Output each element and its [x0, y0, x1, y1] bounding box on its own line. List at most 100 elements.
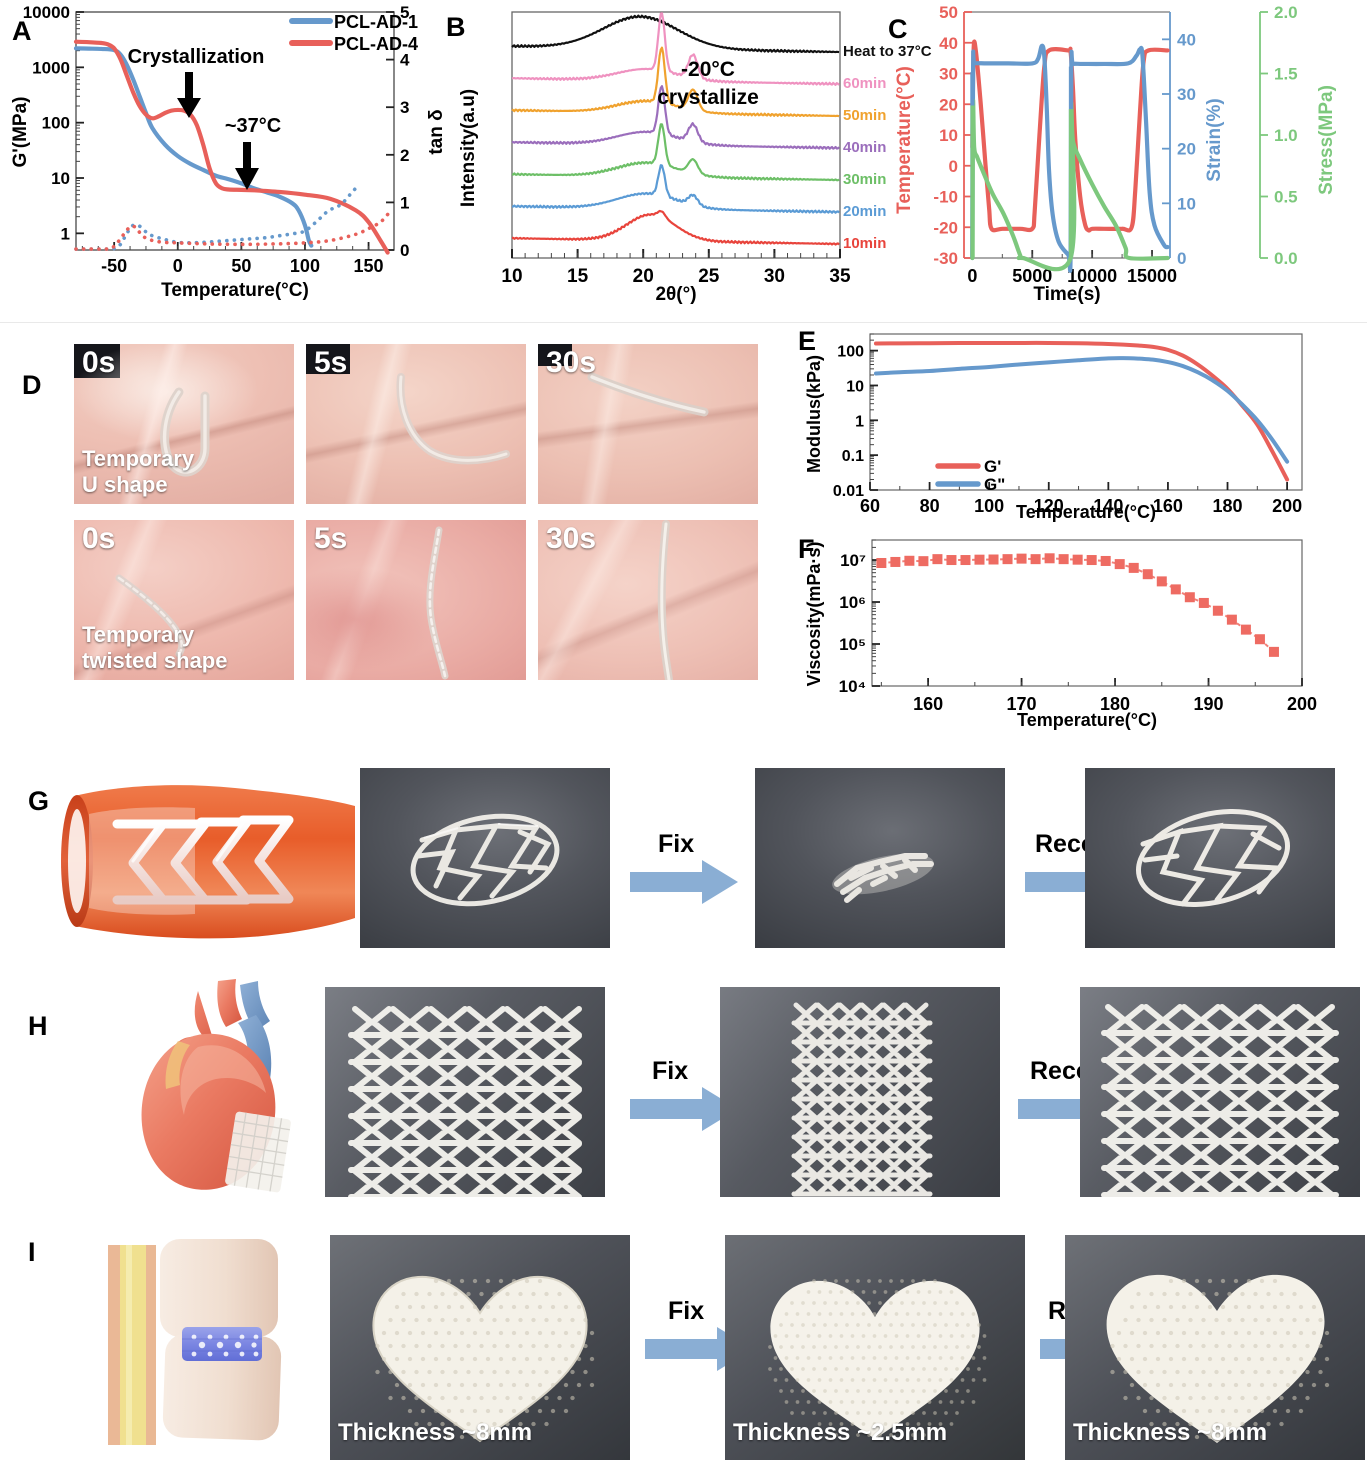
svg-text:PCL-AD-1: PCL-AD-1	[334, 12, 418, 32]
panel-g-arrow-fix	[630, 860, 738, 904]
svg-text:0.0: 0.0	[1274, 249, 1298, 268]
svg-text:10: 10	[1177, 194, 1196, 213]
artery-stent-illustration	[61, 785, 355, 939]
panel-d: D 0s Temporary U shape 5s 30s	[0, 330, 790, 725]
panel-h-photo-recovered	[1080, 987, 1360, 1197]
panel-d-photo-5s-u: 5s	[306, 344, 526, 504]
svg-text:190: 190	[1193, 694, 1223, 714]
heart-patch-illustration	[141, 979, 291, 1193]
svg-text:160: 160	[913, 694, 943, 714]
panel-c-chart: 50 40 30 20 10 0 -10 -20 -30 40 30 20 10 0 2.0 1.5 1.0 0.…	[894, 3, 1337, 305]
svg-text:-20: -20	[933, 218, 958, 237]
panel-a-label: A	[12, 16, 32, 46]
svg-text:1: 1	[855, 413, 864, 430]
svg-text:30: 30	[1177, 85, 1196, 104]
svg-text:5: 5	[400, 3, 409, 22]
spine-disc-illustration	[108, 1239, 282, 1445]
svg-text:30: 30	[939, 65, 958, 84]
svg-text:G'(MPa): G'(MPa)	[10, 96, 31, 167]
svg-text:80: 80	[920, 496, 940, 516]
svg-text:50min: 50min	[843, 107, 886, 124]
svg-text:20: 20	[939, 95, 958, 114]
svg-text:1: 1	[400, 193, 409, 212]
panel-h-arrow-fix	[630, 1087, 738, 1131]
svg-text:25: 25	[698, 266, 720, 287]
svg-text:160: 160	[1153, 496, 1183, 516]
panel-i-caption-2: Thickness ~8mm	[1073, 1419, 1268, 1446]
svg-text:4: 4	[400, 51, 410, 70]
svg-text:170: 170	[1007, 694, 1037, 714]
svg-text:-10: -10	[933, 188, 958, 207]
svg-text:50: 50	[939, 3, 958, 22]
panel-e: E 100 10 1 0.1 0.01 60 80 100 120 140 160 180 200 Mod…	[790, 322, 1367, 527]
svg-text:150: 150	[354, 256, 384, 276]
svg-text:200: 200	[1272, 496, 1302, 516]
svg-text:Viscosity(mPa·s): Viscosity(mPa·s)	[804, 542, 824, 687]
svg-text:40: 40	[1177, 30, 1196, 49]
svg-text:10⁴: 10⁴	[839, 677, 866, 696]
panel-h-photo-fixed	[720, 987, 1000, 1197]
panel-d-caption-u-1: Temporary	[82, 446, 195, 471]
svg-text:10⁷: 10⁷	[840, 551, 866, 570]
svg-text:30: 30	[764, 266, 785, 287]
section-divider	[0, 322, 1367, 323]
panel-b-label: B	[446, 12, 466, 42]
svg-text:-20°C: -20°C	[681, 58, 735, 81]
svg-text:180: 180	[1100, 694, 1130, 714]
svg-text:140: 140	[1093, 496, 1123, 516]
svg-text:10min: 10min	[843, 235, 886, 252]
svg-text:15: 15	[567, 266, 589, 287]
svg-text:10: 10	[846, 378, 864, 395]
svg-text:10: 10	[501, 266, 522, 287]
panel-d-time-5s-u: 5s	[314, 346, 348, 379]
svg-text:20min: 20min	[843, 203, 886, 220]
panel-d-photo-30s-u: 30s	[538, 344, 758, 504]
panel-d-label: D	[22, 370, 42, 400]
svg-text:10⁵: 10⁵	[839, 635, 866, 654]
svg-text:-30: -30	[933, 249, 958, 268]
svg-text:1: 1	[61, 224, 70, 243]
panel-e-label: E	[798, 326, 817, 356]
panel-d-photo-0s-u: 0s Temporary U shape	[74, 344, 294, 504]
svg-text:0: 0	[949, 157, 958, 176]
panel-d-photo-30s-tw: 30s	[538, 520, 758, 680]
panel-c: C 50 40 30 20 10 0 -10 -20 -30 40 30 20 10 0 2.0 1.5 1.0…	[880, 0, 1367, 315]
panel-d-caption-tw-1: Temporary	[82, 622, 195, 647]
svg-text:Strain(%): Strain(%)	[1204, 98, 1225, 181]
svg-text:Temperature(°C): Temperature(°C)	[1016, 502, 1156, 522]
panel-f-label: F	[798, 534, 815, 564]
svg-text:G': G'	[984, 457, 1001, 476]
svg-text:100: 100	[42, 114, 70, 133]
svg-text:Temperature(°C): Temperature(°C)	[1017, 710, 1157, 730]
panel-g-label: G	[28, 786, 50, 816]
panel-i: I	[0, 1215, 1367, 1483]
svg-text:100: 100	[974, 496, 1004, 516]
panel-d-photo-0s-tw: 0s Temporary twisted shape	[74, 520, 294, 680]
svg-text:0.5: 0.5	[1274, 188, 1298, 207]
panel-i-caption-1: Thickness ~2.5mm	[733, 1419, 948, 1446]
panel-d-time-5s-tw: 5s	[314, 522, 348, 555]
panel-h-photo-original	[325, 987, 605, 1197]
svg-text:1.0: 1.0	[1274, 126, 1298, 145]
panel-i-step-fix-label: Fix	[668, 1297, 705, 1325]
svg-text:~37°C: ~37°C	[225, 115, 281, 137]
svg-text:Heat to 37°C: Heat to 37°C	[843, 43, 932, 60]
svg-text:10⁶: 10⁶	[839, 593, 866, 612]
svg-text:50: 50	[231, 256, 251, 276]
svg-text:60: 60	[860, 496, 880, 516]
panel-d-time-30s-tw: 30s	[546, 522, 597, 555]
svg-text:2: 2	[400, 146, 409, 165]
svg-text:40min: 40min	[843, 139, 886, 156]
svg-text:1.5: 1.5	[1274, 65, 1298, 84]
panel-i-photo-fixed: Thickness ~2.5mm	[725, 1235, 1025, 1460]
panel-g-photo-original	[360, 768, 610, 948]
svg-text:100: 100	[290, 256, 320, 276]
svg-text:2.0: 2.0	[1274, 3, 1298, 22]
svg-text:40: 40	[939, 34, 958, 53]
svg-text:Crystallization: Crystallization	[128, 46, 265, 68]
svg-text:120: 120	[1034, 496, 1064, 516]
panel-i-photo-recovered: Thickness ~8mm	[1065, 1235, 1365, 1460]
svg-text:Temperature(°C): Temperature(°C)	[161, 280, 309, 301]
